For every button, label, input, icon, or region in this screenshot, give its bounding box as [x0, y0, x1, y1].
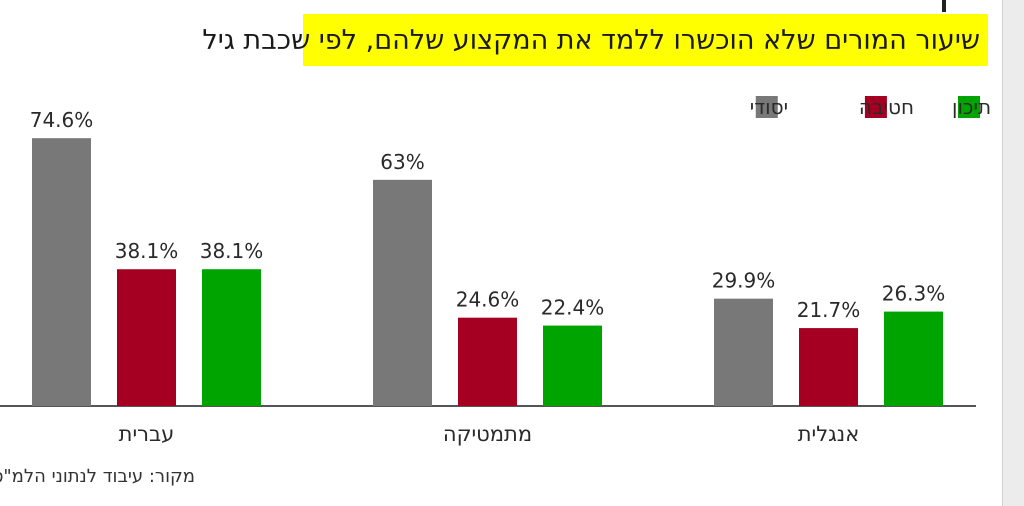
bar-3-3	[884, 311, 943, 406]
data-label-3-3: 26.3%	[882, 282, 946, 306]
legend-swatch-1	[958, 96, 980, 118]
legend-label-1: תיכון	[952, 95, 991, 119]
bar-2-1	[373, 179, 432, 406]
legend-swatch-3	[755, 96, 778, 118]
bar-1-2	[117, 269, 176, 406]
legend-label-3: יסודי	[750, 95, 788, 119]
bar-1-3	[202, 269, 261, 406]
data-label-1-1: 74.6%	[30, 108, 94, 132]
bar-2-3	[543, 325, 602, 406]
text-cursor-mark	[942, 0, 946, 12]
data-label-1-3: 38.1%	[200, 239, 264, 263]
data-label-2-3: 22.4%	[541, 296, 605, 320]
bar-2-2	[458, 317, 517, 406]
bar-3-1	[714, 298, 773, 406]
source-note: מקור: עיבוד לנתוני הלמ"ס	[0, 466, 195, 487]
legend-swatch-2	[864, 96, 887, 118]
chart-title: שיעור המורים שלא הוכשרו ללמד את המקצוע ש…	[202, 14, 988, 66]
bar-chart: 74.6% 38.1% 38.1% עברית 63% 24.6% 22.4% מתמטיקה…	[0, 95, 991, 446]
page-edge	[1003, 0, 1024, 506]
category-label-2: מתמטיקה	[443, 422, 532, 446]
category-label-3: אנגלית	[798, 422, 860, 446]
data-label-1-2: 38.1%	[115, 239, 179, 263]
legend-label-2: חטיבה	[859, 95, 914, 119]
data-label-3-2: 21.7%	[797, 298, 861, 322]
data-label-2-1: 63%	[380, 150, 424, 174]
data-label-3-1: 29.9%	[712, 269, 776, 293]
chart-title-text: שיעור המורים שלא הוכשרו ללמד את המקצוע ש…	[202, 24, 980, 56]
data-label-2-2: 24.6%	[456, 288, 520, 312]
bar-1-1	[32, 138, 91, 406]
page-edge-line	[1002, 0, 1003, 506]
bar-3-2	[799, 328, 858, 406]
category-label-1: עברית	[119, 422, 175, 446]
